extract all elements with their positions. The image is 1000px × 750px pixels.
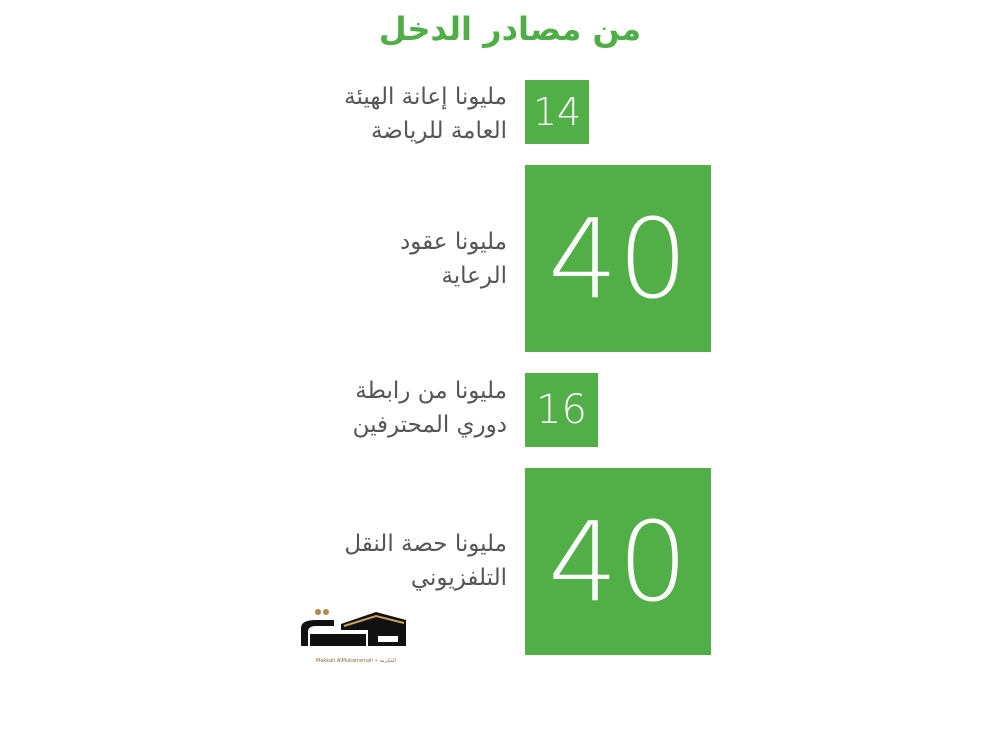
logo-mark-icon xyxy=(301,609,406,646)
label-4-line1: مليونا حصة النقل xyxy=(344,531,507,557)
infographic-title: من مصادر الدخل xyxy=(378,10,642,48)
value-box-1: 14 xyxy=(525,80,589,144)
label-4-line2: التلفزيوني xyxy=(410,565,507,591)
label-2: مليونا عقود الرعاية xyxy=(247,225,507,293)
value-box-4: 40 xyxy=(525,468,711,655)
makkah-logo: Makkah AlMukarramah • المكرمة xyxy=(296,606,416,664)
label-3: مليونا من رابطة دوري المحترفين xyxy=(247,374,507,442)
label-1-line2: العامة للرياضة xyxy=(370,118,507,144)
value-box-2: 40 xyxy=(525,165,711,352)
label-1-line1: مليونا إعانة الهيئة xyxy=(344,84,507,110)
label-2-line1: مليونا عقود xyxy=(400,229,507,255)
label-2-line2: الرعاية xyxy=(441,263,507,289)
label-3-line1: مليونا من رابطة xyxy=(355,378,507,404)
label-4: مليونا حصة النقل التلفزيوني xyxy=(247,527,507,595)
value-box-3: 16 xyxy=(525,373,598,447)
label-3-line2: دوري المحترفين xyxy=(352,412,507,438)
label-1: مليونا إعانة الهيئة العامة للرياضة xyxy=(247,80,507,148)
logo-caption: Makkah AlMukarramah • المكرمة xyxy=(315,658,397,664)
